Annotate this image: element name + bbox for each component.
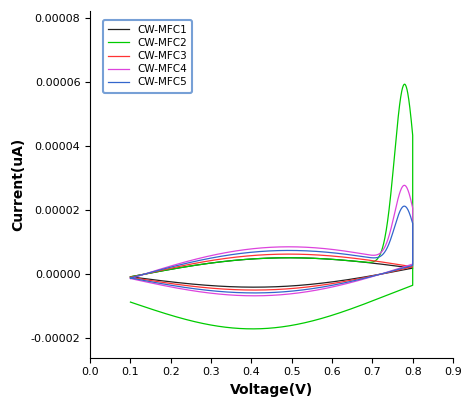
CW-MFC1 (128, 274, 133, 279)
CW-MFC3 (163, 280, 169, 285)
Legend: CW-MFC1, CW-MFC2, CW-MFC3, CW-MFC4, CW-MFC5: CW-MFC1, CW-MFC2, CW-MFC3, CW-MFC4, CW-M… (103, 20, 192, 93)
CW-MFC3 (303, 285, 308, 290)
CW-MFC4 (228, 249, 234, 254)
Line: CW-MFC3: CW-MFC3 (131, 254, 413, 290)
CW-MFC4 (403, 264, 409, 269)
CW-MFC4 (383, 242, 389, 247)
CW-MFC3 (403, 266, 409, 271)
Line: CW-MFC1: CW-MFC1 (131, 258, 413, 287)
CW-MFC4 (303, 289, 308, 294)
CW-MFC1 (138, 272, 144, 277)
CW-MFC2 (403, 286, 409, 290)
CW-MFC1 (163, 279, 169, 284)
CW-MFC2 (402, 82, 407, 86)
CW-MFC3 (286, 252, 291, 257)
CW-MFC5 (303, 287, 308, 292)
CW-MFC4 (138, 273, 144, 277)
Line: CW-MFC2: CW-MFC2 (131, 84, 413, 329)
CW-MFC3 (228, 255, 234, 260)
CW-MFC5 (228, 252, 234, 257)
CW-MFC5 (252, 290, 257, 295)
CW-MFC2 (228, 258, 234, 263)
CW-MFC2 (383, 230, 389, 235)
Line: CW-MFC5: CW-MFC5 (131, 206, 413, 293)
CW-MFC1 (286, 255, 291, 260)
Line: CW-MFC4: CW-MFC4 (131, 185, 413, 296)
CW-MFC5 (128, 275, 133, 280)
CW-MFC3 (128, 275, 133, 280)
CW-MFC5 (402, 204, 407, 208)
CW-MFC5 (403, 265, 409, 270)
CW-MFC2 (303, 320, 308, 325)
CW-MFC1 (228, 258, 234, 263)
CW-MFC5 (383, 248, 389, 253)
CW-MFC4 (128, 276, 133, 281)
CW-MFC2 (128, 299, 133, 304)
CW-MFC5 (163, 282, 169, 287)
CW-MFC3 (252, 288, 257, 293)
CW-MFC2 (138, 272, 144, 277)
CW-MFC5 (128, 275, 133, 280)
CW-MFC4 (402, 183, 407, 188)
Y-axis label: Current(uA): Current(uA) (11, 138, 25, 231)
CW-MFC1 (383, 262, 389, 267)
CW-MFC1 (303, 282, 308, 287)
CW-MFC3 (128, 275, 133, 280)
CW-MFC1 (403, 267, 409, 272)
CW-MFC3 (138, 273, 144, 277)
CW-MFC4 (128, 276, 133, 281)
CW-MFC1 (128, 274, 133, 279)
CW-MFC2 (163, 311, 169, 316)
CW-MFC2 (128, 274, 133, 279)
CW-MFC2 (250, 326, 255, 331)
CW-MFC4 (163, 284, 169, 288)
CW-MFC5 (138, 273, 144, 277)
CW-MFC3 (383, 260, 389, 265)
CW-MFC4 (252, 293, 257, 298)
X-axis label: Voltage(V): Voltage(V) (230, 383, 313, 397)
CW-MFC1 (252, 285, 257, 290)
